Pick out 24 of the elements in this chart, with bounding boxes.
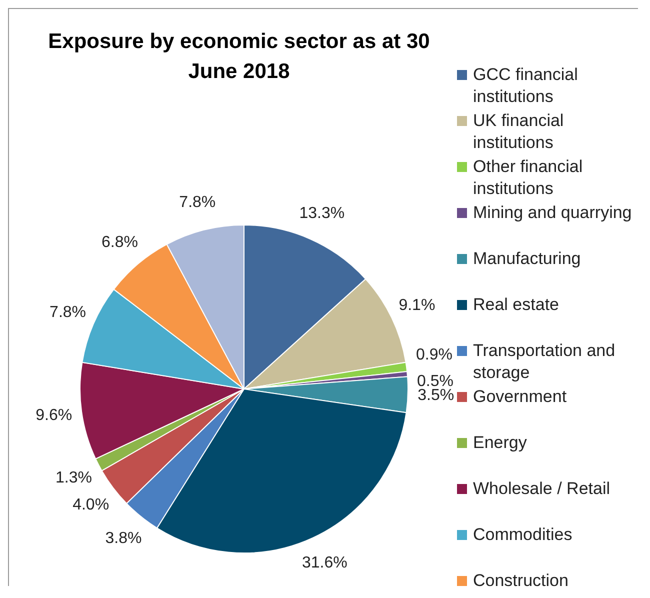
data-label: 4.0% <box>72 496 110 514</box>
legend-label: Wholesale / Retail <box>473 478 610 500</box>
data-label: 7.8% <box>50 304 86 322</box>
data-label: 0.9% <box>416 346 452 364</box>
data-label: 6.8% <box>102 234 138 252</box>
legend-label: Manufacturing <box>473 248 581 270</box>
chart-title: Exposure by economic sector as at 30 June 2018 <box>47 29 431 85</box>
legend-label: Energy <box>473 432 527 454</box>
legend-label: GCC financial institutions <box>473 64 579 108</box>
data-label: 9.6% <box>36 406 72 424</box>
legend-label: Mining and quarrying <box>473 202 632 224</box>
legend-label: Government <box>473 386 567 408</box>
data-label: 7.8% <box>179 194 216 212</box>
legend-label: Real estate <box>473 294 559 316</box>
legend-label: Transportation and storage <box>473 340 616 384</box>
legend-label: Other financial institutions <box>473 156 584 200</box>
legend-label: Construction <box>473 570 568 592</box>
data-label: 1.3% <box>56 469 92 486</box>
data-label: 13.3% <box>299 205 345 222</box>
data-label: 3.8% <box>105 530 142 547</box>
legend-label: Commodities <box>473 524 572 546</box>
data-label: 9.1% <box>398 297 436 314</box>
legend-label: UK financial institutions <box>473 110 565 154</box>
data-label: 31.6% <box>302 554 348 572</box>
